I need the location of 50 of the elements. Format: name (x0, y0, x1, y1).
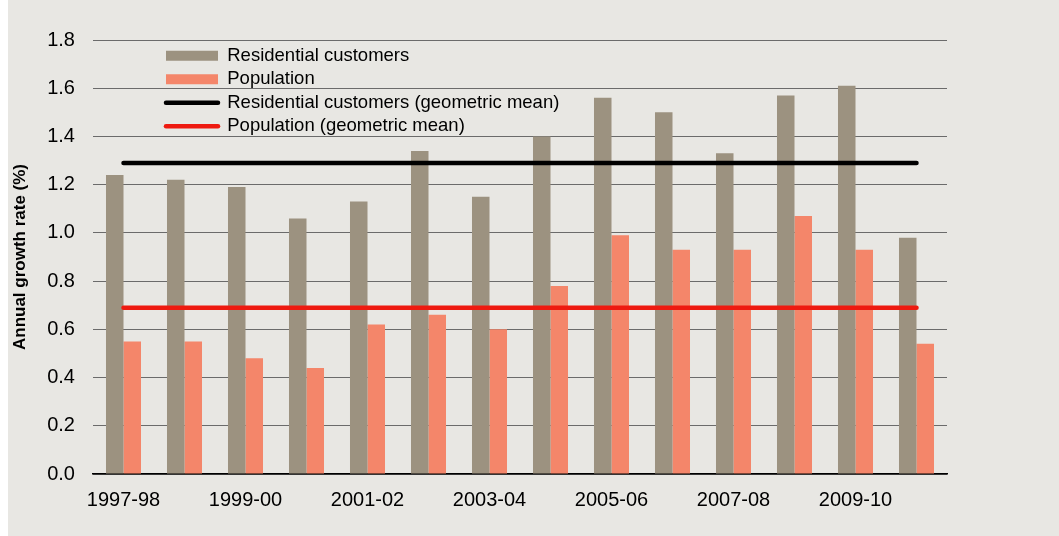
bar (227, 187, 246, 474)
bar (654, 112, 673, 474)
y-tick-label: 0.0 (47, 461, 75, 484)
y-tick-label: 0.6 (47, 316, 75, 339)
bar (428, 314, 447, 474)
x-tick-label: 2001-02 (330, 487, 405, 510)
legend-label: Population (geometric mean) (227, 114, 465, 136)
bar (593, 97, 612, 474)
x-tick-label: 1997-98 (86, 487, 161, 510)
x-tick-label: 2009-10 (818, 487, 893, 510)
bar (306, 367, 325, 474)
bar (410, 150, 429, 474)
bar (123, 341, 142, 474)
bar (855, 249, 874, 474)
bar (611, 235, 630, 474)
bar (349, 201, 368, 474)
x-tick-label: 2005-06 (574, 487, 649, 510)
bar (550, 285, 569, 474)
bar (489, 329, 508, 474)
y-tick-label: 0.2 (47, 413, 75, 436)
bar (837, 85, 856, 474)
y-axis-title: Annual growth rate (%) (9, 163, 29, 351)
legend-label: Population (227, 67, 315, 89)
bar (245, 358, 264, 474)
bar (898, 237, 917, 474)
x-tick-label: 1999-00 (208, 487, 283, 510)
y-tick-label: 1.2 (47, 172, 75, 195)
x-tick-label: 2003-04 (452, 487, 527, 510)
bar (105, 175, 124, 474)
y-tick-label: 0.8 (47, 268, 75, 291)
bar (471, 196, 490, 474)
legend-label: Residential customers (geometric mean) (227, 90, 560, 112)
bar (367, 324, 386, 474)
bar (916, 343, 935, 474)
legend-label: Residential customers (227, 43, 410, 65)
bar (794, 216, 813, 474)
bar (532, 136, 551, 474)
bar (776, 95, 795, 474)
y-tick-label: 0.4 (47, 365, 75, 388)
y-tick-label: 1.4 (47, 123, 75, 146)
y-tick-label: 1.0 (47, 220, 75, 243)
bar (184, 341, 203, 474)
bar (288, 218, 307, 474)
x-tick-label: 2007-08 (696, 487, 771, 510)
bar (672, 249, 691, 474)
bar (166, 179, 185, 474)
bar (733, 249, 752, 474)
bar (715, 153, 734, 474)
y-tick-label: 1.8 (47, 27, 75, 50)
y-tick-label: 1.6 (47, 75, 75, 98)
